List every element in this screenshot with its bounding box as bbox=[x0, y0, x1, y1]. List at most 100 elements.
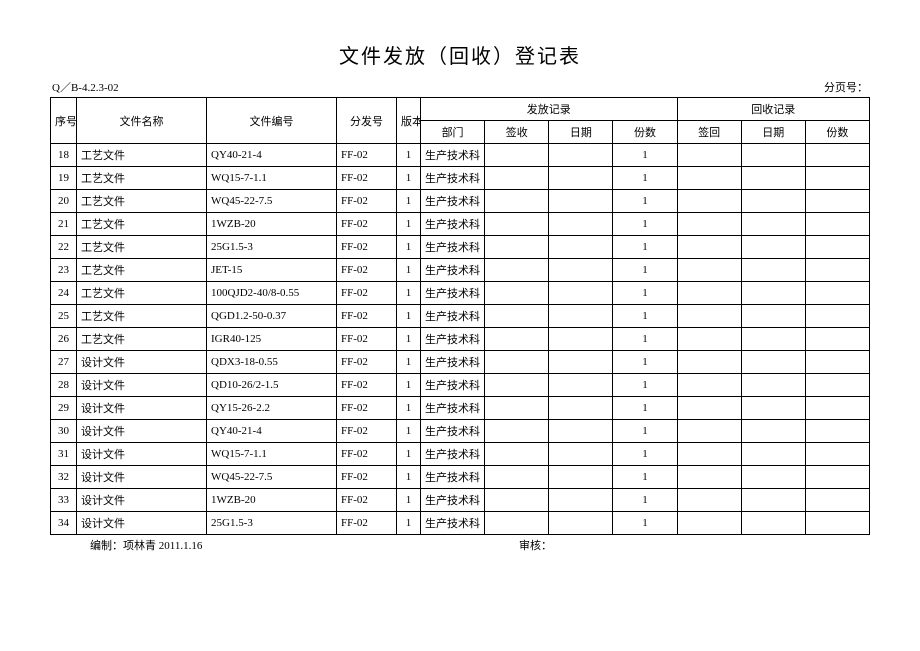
cell-sign bbox=[485, 282, 549, 305]
footer-compiler: 编制：项林青 2011.1.16 bbox=[90, 537, 519, 553]
table-row: 29设计文件QY15-26-2.2FF-021生产技术科1 bbox=[51, 397, 870, 420]
table-row: 23工艺文件JET-15FF-021生产技术科1 bbox=[51, 259, 870, 282]
cell-date bbox=[549, 167, 613, 190]
cell-seq: 27 bbox=[51, 351, 77, 374]
cell-rsign bbox=[677, 443, 741, 466]
cell-docname: 设计文件 bbox=[77, 443, 207, 466]
cell-issueno: FF-02 bbox=[337, 190, 397, 213]
cell-issueno: FF-02 bbox=[337, 236, 397, 259]
cell-docno: QGD1.2-50-0.37 bbox=[207, 305, 337, 328]
cell-sign bbox=[485, 144, 549, 167]
cell-docno: 100QJD2-40/8-0.55 bbox=[207, 282, 337, 305]
cell-issueno: FF-02 bbox=[337, 167, 397, 190]
cell-qty: 1 bbox=[613, 351, 677, 374]
cell-seq: 21 bbox=[51, 213, 77, 236]
table-row: 22工艺文件25G1.5-3FF-021生产技术科1 bbox=[51, 236, 870, 259]
cell-seq: 20 bbox=[51, 190, 77, 213]
cell-rqty bbox=[805, 213, 869, 236]
cell-docno: 25G1.5-3 bbox=[207, 236, 337, 259]
cell-dept: 生产技术科 bbox=[421, 190, 485, 213]
page-title: 文件发放（回收）登记表 bbox=[50, 40, 870, 69]
cell-rqty bbox=[805, 328, 869, 351]
cell-seq: 28 bbox=[51, 374, 77, 397]
cell-rqty bbox=[805, 190, 869, 213]
cell-dept: 生产技术科 bbox=[421, 466, 485, 489]
cell-rqty bbox=[805, 282, 869, 305]
cell-issueno: FF-02 bbox=[337, 305, 397, 328]
cell-docname: 设计文件 bbox=[77, 512, 207, 535]
cell-dept: 生产技术科 bbox=[421, 328, 485, 351]
cell-rqty bbox=[805, 236, 869, 259]
cell-sign bbox=[485, 351, 549, 374]
cell-qty: 1 bbox=[613, 397, 677, 420]
table-row: 18工艺文件QY40-21-4FF-021生产技术科1 bbox=[51, 144, 870, 167]
cell-seq: 29 bbox=[51, 397, 77, 420]
cell-qty: 1 bbox=[613, 259, 677, 282]
cell-rqty bbox=[805, 374, 869, 397]
cell-docno: 25G1.5-3 bbox=[207, 512, 337, 535]
cell-docno: QY40-21-4 bbox=[207, 420, 337, 443]
cell-sign bbox=[485, 305, 549, 328]
cell-qty: 1 bbox=[613, 236, 677, 259]
cell-date bbox=[549, 351, 613, 374]
cell-sign bbox=[485, 213, 549, 236]
header-meta: Q／B-4.2.3-02 分页号： bbox=[50, 79, 870, 95]
cell-docname: 工艺文件 bbox=[77, 236, 207, 259]
cell-date bbox=[549, 282, 613, 305]
cell-rdate bbox=[741, 466, 805, 489]
cell-docname: 设计文件 bbox=[77, 420, 207, 443]
cell-date bbox=[549, 374, 613, 397]
cell-docno: WQ45-22-7.5 bbox=[207, 466, 337, 489]
cell-issueno: FF-02 bbox=[337, 351, 397, 374]
th-ver: 版本 bbox=[397, 98, 421, 144]
cell-dept: 生产技术科 bbox=[421, 236, 485, 259]
cell-issueno: FF-02 bbox=[337, 213, 397, 236]
cell-docno: QY15-26-2.2 bbox=[207, 397, 337, 420]
cell-ver: 1 bbox=[397, 328, 421, 351]
th-docno: 文件编号 bbox=[207, 98, 337, 144]
table-row: 28设计文件QD10-26/2-1.5FF-021生产技术科1 bbox=[51, 374, 870, 397]
cell-docname: 工艺文件 bbox=[77, 190, 207, 213]
cell-docno: WQ45-22-7.5 bbox=[207, 190, 337, 213]
table-row: 19工艺文件WQ15-7-1.1FF-021生产技术科1 bbox=[51, 167, 870, 190]
cell-rdate bbox=[741, 512, 805, 535]
cell-date bbox=[549, 443, 613, 466]
cell-docname: 设计文件 bbox=[77, 489, 207, 512]
cell-rdate bbox=[741, 420, 805, 443]
cell-docname: 设计文件 bbox=[77, 351, 207, 374]
cell-rsign bbox=[677, 351, 741, 374]
cell-dept: 生产技术科 bbox=[421, 259, 485, 282]
th-recycle-group: 回收记录 bbox=[677, 98, 869, 121]
cell-ver: 1 bbox=[397, 236, 421, 259]
cell-issueno: FF-02 bbox=[337, 443, 397, 466]
cell-rdate bbox=[741, 328, 805, 351]
cell-date bbox=[549, 305, 613, 328]
cell-qty: 1 bbox=[613, 489, 677, 512]
cell-ver: 1 bbox=[397, 374, 421, 397]
cell-qty: 1 bbox=[613, 213, 677, 236]
cell-ver: 1 bbox=[397, 282, 421, 305]
cell-seq: 26 bbox=[51, 328, 77, 351]
cell-qty: 1 bbox=[613, 282, 677, 305]
cell-docno: 1WZB-20 bbox=[207, 213, 337, 236]
cell-docno: QD10-26/2-1.5 bbox=[207, 374, 337, 397]
cell-ver: 1 bbox=[397, 213, 421, 236]
cell-docname: 工艺文件 bbox=[77, 144, 207, 167]
cell-qty: 1 bbox=[613, 328, 677, 351]
cell-docno: JET-15 bbox=[207, 259, 337, 282]
cell-rsign bbox=[677, 489, 741, 512]
cell-rqty bbox=[805, 420, 869, 443]
cell-issueno: FF-02 bbox=[337, 328, 397, 351]
cell-dept: 生产技术科 bbox=[421, 351, 485, 374]
table-row: 25工艺文件QGD1.2-50-0.37FF-021生产技术科1 bbox=[51, 305, 870, 328]
cell-rdate bbox=[741, 282, 805, 305]
cell-qty: 1 bbox=[613, 190, 677, 213]
cell-sign bbox=[485, 489, 549, 512]
cell-rdate bbox=[741, 144, 805, 167]
footer: 编制：项林青 2011.1.16 审核： bbox=[50, 537, 870, 553]
cell-ver: 1 bbox=[397, 466, 421, 489]
cell-date bbox=[549, 420, 613, 443]
cell-docno: IGR40-125 bbox=[207, 328, 337, 351]
cell-dept: 生产技术科 bbox=[421, 512, 485, 535]
cell-sign bbox=[485, 236, 549, 259]
